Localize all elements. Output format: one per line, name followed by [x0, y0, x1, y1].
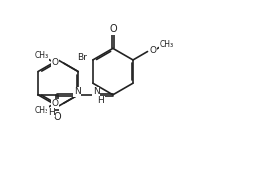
Text: Br: Br [77, 53, 87, 62]
Text: O: O [53, 112, 61, 122]
Text: CH₃: CH₃ [159, 40, 174, 49]
Text: O: O [52, 58, 59, 67]
Text: O: O [52, 99, 59, 108]
Text: N: N [74, 87, 81, 96]
Text: CH₃: CH₃ [34, 51, 48, 60]
Text: CH₃: CH₃ [34, 106, 48, 115]
Text: H: H [48, 108, 55, 117]
Text: O: O [109, 24, 117, 34]
Text: H: H [97, 96, 104, 105]
Text: O: O [149, 46, 156, 55]
Text: N: N [93, 87, 100, 96]
